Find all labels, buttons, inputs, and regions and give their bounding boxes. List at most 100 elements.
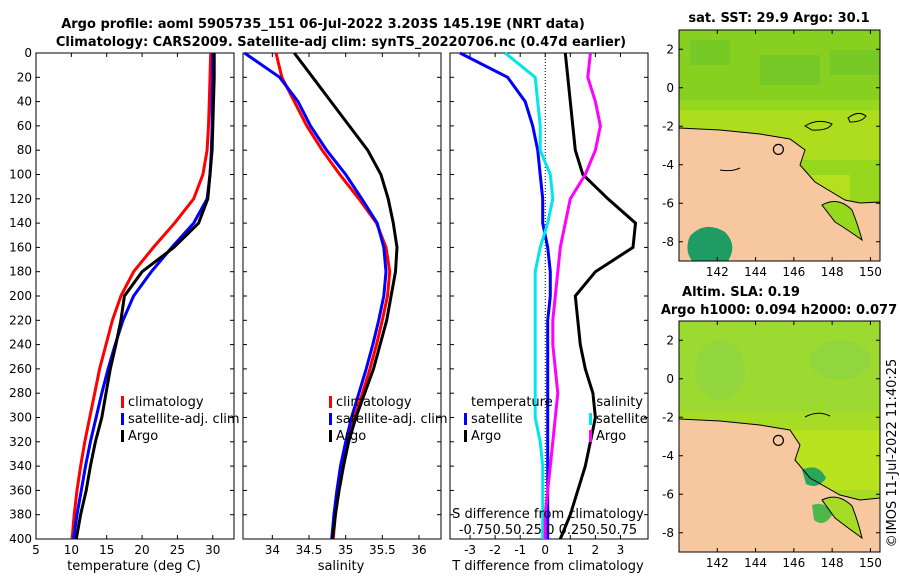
temperature-climatology-line [70, 52, 213, 540]
depth-tick-label: 280 [9, 386, 32, 400]
sla-coastal-patch [802, 467, 826, 486]
map-lat-tick-label: -8 [662, 235, 674, 249]
legend-label-t-argo: Argo [471, 429, 501, 444]
map-lat-tick-label: -2 [662, 119, 674, 133]
depth-tick-label: 200 [9, 289, 32, 303]
legend-title-temperature: temperature [471, 395, 553, 410]
depth-tick-label: 360 [9, 483, 32, 497]
depth-tick-label: 320 [9, 435, 32, 449]
map-lon-tick-label: 146 [782, 265, 805, 279]
sla-island-new-britain [821, 496, 863, 540]
sla-coastline [679, 418, 880, 501]
depth-tick-label: 380 [9, 508, 32, 522]
temperature-xlabel: temperature (deg C) [67, 559, 201, 574]
legend-swatch-t-argo [464, 430, 467, 442]
map-lon-tick-label: 150 [859, 265, 882, 279]
legend-label-s-satellite: satellite [596, 412, 648, 427]
x-tick-label: 1 [566, 543, 574, 557]
depth-tick-label: 400 [9, 532, 32, 546]
sla-map-subtitle: Argo h1000: 0.094 h2000: 0.077 [661, 303, 897, 318]
map-lat-tick-label: -4 [662, 449, 674, 463]
legend-label-climatology: climatology [128, 395, 204, 410]
x-tick-label: 10 [64, 543, 79, 557]
x-tick-label: 5 [32, 543, 40, 557]
map-lat-tick-label: 2 [666, 333, 674, 347]
depth-tick-label: 100 [9, 168, 32, 182]
legend-label-argo: Argo [128, 429, 158, 444]
x-tick-label: 2 [592, 543, 600, 557]
x-tick-label: 20 [134, 543, 149, 557]
s-diff-argo-line [543, 52, 602, 539]
depth-tick-label: 160 [9, 240, 32, 254]
legend-title-salinity: salinity [596, 395, 643, 410]
map-lat-tick-label: -2 [662, 410, 674, 424]
map-lat-tick-label: -6 [662, 487, 674, 501]
sst-land-new-guinea [679, 128, 880, 261]
sst-patch [760, 55, 820, 85]
sst-patch [690, 40, 730, 65]
sla-map-field [679, 321, 880, 552]
temperature-argo-line [74, 53, 216, 540]
legend-label-s-argo: Argo [596, 429, 626, 444]
salinity-legend: climatology satellite-adj. clim Argo [329, 395, 448, 444]
legend-label-climatology: climatology [336, 395, 412, 410]
sst-map-title: sat. SST: 29.9 Argo: 30.1 [688, 11, 869, 26]
x-tick-label: 35 [338, 543, 353, 557]
legend-swatch-satellite [329, 413, 332, 425]
map-lat-tick-label: -6 [662, 196, 674, 210]
map-lat-tick-label: 0 [666, 372, 674, 386]
legend-swatch-s-argo [589, 430, 592, 442]
title-line-2: Climatology: CARS2009. Satellite-adj cli… [56, 35, 626, 50]
legend-swatch-t-satellite [464, 413, 467, 425]
t-difference-xlabel: T difference from climatology [451, 559, 644, 574]
depth-tick-label: 220 [9, 313, 32, 327]
legend-label-satellite: satellite-adj. clim [336, 412, 448, 427]
sst-island [804, 120, 833, 131]
salinity-satellite-line [243, 51, 388, 540]
sla-land-new-guinea [679, 419, 880, 552]
sst-map-field [679, 30, 880, 261]
sla-island [804, 412, 831, 418]
depth-tick-label: 0 [24, 46, 32, 60]
sla-map-title: Altim. SLA: 0.19 [682, 285, 800, 300]
map-lon-tick-label: 144 [744, 265, 767, 279]
map-lon-tick-label: 142 [706, 265, 729, 279]
sst-island-new-britain [821, 200, 863, 242]
x-tick-label: 25 [170, 543, 185, 557]
x-tick-label: 34.5 [296, 543, 323, 557]
x-tick-label: 3 [617, 543, 625, 557]
sla-map-panel: Altim. SLA: 0.19 Argo h1000: 0.094 h2000… [661, 285, 897, 570]
depth-tick-label: 120 [9, 192, 32, 206]
sla-patch [695, 340, 745, 400]
salinity-panel: 34 34.5 35 35.5 36 climatology satellite-adj… [242, 51, 448, 574]
depth-tick-label: 240 [9, 338, 32, 352]
difference-panel: -3 -2 -1 0 1 2 3 temperature salinity satellit… [449, 51, 649, 574]
sst-map-frame [678, 29, 881, 262]
x-tick-label: 36 [411, 543, 426, 557]
sst-coast-detail [719, 167, 741, 172]
x-tick-label: 35.5 [369, 543, 396, 557]
depth-tick-label: 40 [17, 95, 32, 109]
difference-legend: temperature salinity satellite Argo sate… [464, 395, 648, 444]
x-tick-label: -1 [514, 543, 526, 557]
legend-swatch-satellite [121, 413, 124, 425]
depth-tick-label: 300 [9, 411, 32, 425]
map-lon-tick-label: 142 [706, 556, 729, 570]
x-tick-label: -2 [489, 543, 501, 557]
legend-swatch-argo [121, 430, 124, 442]
salinity-argo-line [293, 52, 399, 540]
depth-tick-label: 340 [9, 459, 32, 473]
x-tick-label: 34 [265, 543, 280, 557]
map-lon-tick-label: 148 [821, 265, 844, 279]
s-diff-satellite-line [504, 51, 555, 539]
x-tick-label: 30 [205, 543, 220, 557]
map-lat-tick-label: 2 [666, 42, 674, 56]
sst-patch [830, 50, 880, 75]
map-lat-tick-label: -4 [662, 158, 674, 172]
depth-tick-label: 140 [9, 216, 32, 230]
sla-map-frame [678, 320, 881, 553]
sla-argo-position-marker [772, 434, 785, 446]
s-difference-ticks: -0.750.50.25 0 0.250.50.75 [459, 523, 637, 538]
map-lat-tick-label: -8 [662, 526, 674, 540]
